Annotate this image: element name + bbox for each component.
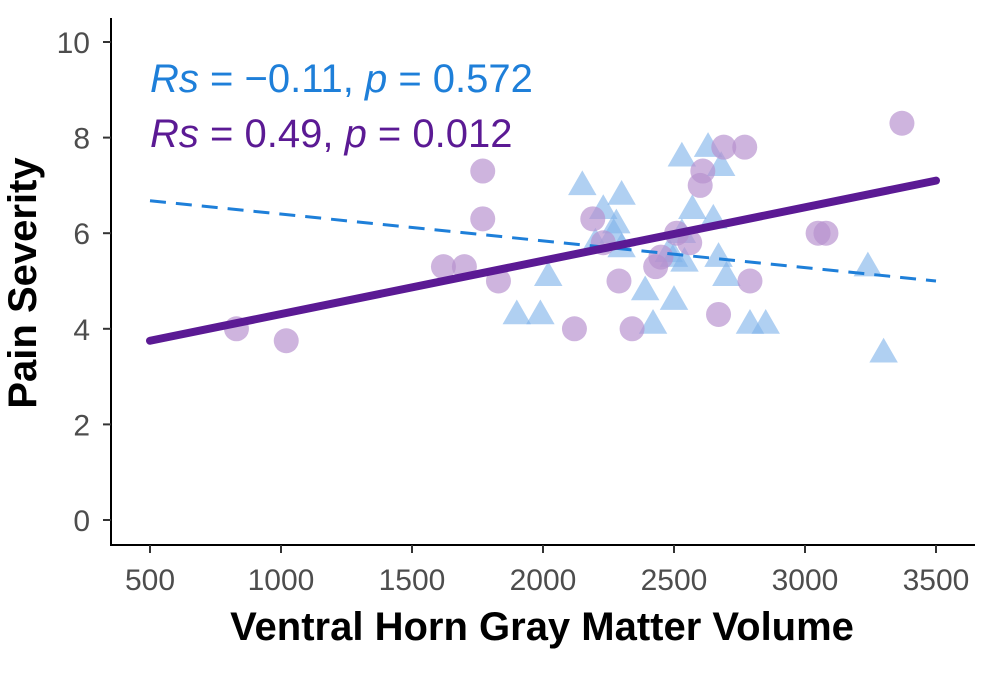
circle-point	[711, 134, 737, 160]
circle-point	[580, 206, 606, 232]
circle-point	[813, 220, 839, 246]
solid-fit-line	[146, 176, 940, 345]
rs-value: = −0.11,	[199, 57, 365, 101]
triangle-point	[670, 246, 699, 272]
p-value: = 0.572	[387, 57, 533, 101]
p-value: = 0.012	[367, 112, 513, 156]
ticks-layer: 500 1000 1500 2000 2500 3000 3500 0 2 4 6 8 10	[57, 27, 970, 597]
r-symbol: R	[150, 112, 179, 156]
x-tick-label: 2000	[510, 564, 577, 597]
circle-point	[706, 301, 732, 327]
triangle-point	[568, 170, 597, 196]
x-tick-label: 1000	[248, 564, 315, 597]
triangle-point	[751, 309, 780, 334]
circle-point	[648, 244, 674, 270]
triangle-point	[678, 194, 707, 220]
triangle-point	[712, 261, 741, 286]
circle-point	[737, 268, 763, 294]
circle-point	[690, 158, 716, 184]
circle-point	[677, 230, 703, 256]
y-tick-label: 4	[73, 314, 90, 347]
circle-point	[606, 268, 632, 294]
p-symbol: p	[344, 112, 367, 156]
dashed-fit-line	[149, 199, 937, 283]
x-tick-label: 2500	[641, 564, 708, 597]
triangle-point	[659, 285, 689, 310]
x-tick-label: 3500	[903, 564, 970, 597]
circle-point	[889, 110, 915, 136]
triangle-point	[638, 309, 668, 334]
triangle-point	[607, 179, 636, 205]
triangle-point	[630, 275, 660, 301]
rs-value: = 0.49,	[199, 112, 345, 156]
triangle-point	[526, 299, 555, 325]
s-symbol: s	[179, 57, 199, 101]
circle-point	[732, 134, 758, 160]
triangle-point	[502, 299, 532, 325]
y-tick-label: 0	[73, 505, 90, 538]
circle-point	[470, 206, 496, 232]
fit-lines-layer	[146, 176, 940, 345]
triangle-point	[869, 337, 898, 363]
circle-point	[561, 316, 587, 342]
x-tick-label: 500	[125, 564, 175, 597]
circle-point	[470, 158, 496, 184]
y-tick-label: 2	[73, 409, 90, 442]
y-tick-label: 6	[73, 218, 90, 251]
correlation-annotation: Rs = 0.49, p = 0.012	[150, 112, 513, 156]
circle-point	[273, 328, 299, 354]
correlation-annotation: Rs = −0.11, p = 0.572	[150, 57, 533, 101]
p-symbol: p	[364, 57, 387, 101]
y-tick-label: 8	[73, 123, 90, 156]
circle-point	[619, 316, 645, 342]
s-symbol: s	[179, 112, 199, 156]
circle-point	[430, 254, 456, 280]
x-axis-title: Ventral Horn Gray Matter Volume	[230, 605, 854, 649]
triangle-point	[667, 141, 697, 167]
y-axis-title: Pain Severity	[1, 157, 45, 409]
triangle-point	[853, 251, 883, 277]
x-tick-label: 3000	[772, 564, 839, 597]
y-tick-label: 10	[57, 27, 90, 60]
triangle-point	[533, 261, 563, 286]
x-tick-label: 1500	[379, 564, 446, 597]
triangle-point	[704, 242, 733, 267]
r-symbol: R	[150, 57, 179, 101]
